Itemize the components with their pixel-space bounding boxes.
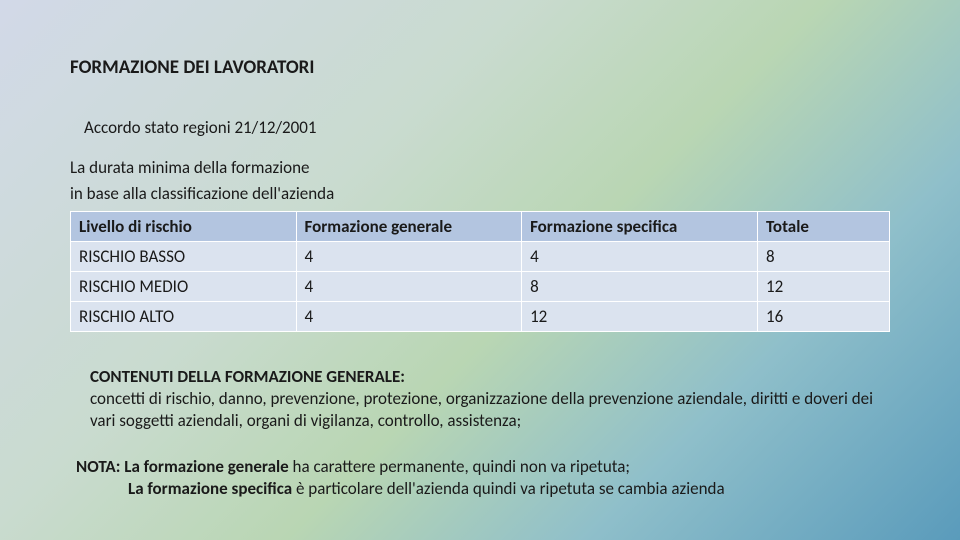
slide: FORMAZIONE DEI LAVORATORI Accordo stato … — [0, 0, 960, 540]
desc-line-2: in base alla classificazione dell'aziend… — [70, 184, 890, 204]
table-cell: RISCHIO MEDIO — [71, 271, 297, 301]
training-table: Livello di rischioFormazione generaleFor… — [70, 211, 890, 332]
content-label: CONTENUTI DELLA FORMAZIONE GENERALE: — [90, 366, 405, 387]
nota-label: NOTA: — [76, 456, 120, 477]
table-header-row: Livello di rischioFormazione generaleFor… — [71, 211, 890, 241]
desc-line-1: La durata minima della formazione — [70, 158, 890, 178]
content-body: concetti di rischio, danno, prevenzione,… — [90, 388, 873, 431]
nota-line1-rest: ha carattere permanente, quindi non va r… — [289, 456, 630, 477]
table-row: RISCHIO ALTO41216 — [71, 301, 890, 331]
nota-line2-bold: La formazione specifica — [128, 478, 292, 499]
table-cell: RISCHIO ALTO — [71, 301, 297, 331]
table-cell: 4 — [522, 241, 758, 271]
table-header-cell: Totale — [757, 211, 889, 241]
table-row: RISCHIO MEDIO4812 — [71, 271, 890, 301]
table-header-cell: Formazione generale — [296, 211, 522, 241]
content-block: CONTENUTI DELLA FORMAZIONE GENERALE: con… — [90, 366, 890, 432]
table-header-cell: Livello di rischio — [71, 211, 297, 241]
table-cell: 4 — [296, 241, 522, 271]
nota-line2-rest: è particolare dell'azienda quindi va rip… — [292, 478, 724, 499]
table-header-cell: Formazione specifica — [522, 211, 758, 241]
table-cell: 4 — [296, 271, 522, 301]
table-cell: RISCHIO BASSO — [71, 241, 297, 271]
nota-block: NOTA: La formazione generale ha caratter… — [76, 456, 890, 500]
slide-subtitle: Accordo stato regioni 21/12/2001 — [84, 117, 890, 138]
nota-line2: La formazione specifica è particolare de… — [128, 478, 890, 500]
table-body: RISCHIO BASSO448RISCHIO MEDIO4812RISCHIO… — [71, 241, 890, 331]
table-cell: 12 — [522, 301, 758, 331]
slide-title: FORMAZIONE DEI LAVORATORI — [70, 56, 890, 79]
table-cell: 4 — [296, 301, 522, 331]
nota-line1-bold: La formazione generale — [124, 456, 288, 477]
table-cell: 16 — [757, 301, 889, 331]
table-cell: 8 — [757, 241, 889, 271]
table-cell: 8 — [522, 271, 758, 301]
table-row: RISCHIO BASSO448 — [71, 241, 890, 271]
table-cell: 12 — [757, 271, 889, 301]
